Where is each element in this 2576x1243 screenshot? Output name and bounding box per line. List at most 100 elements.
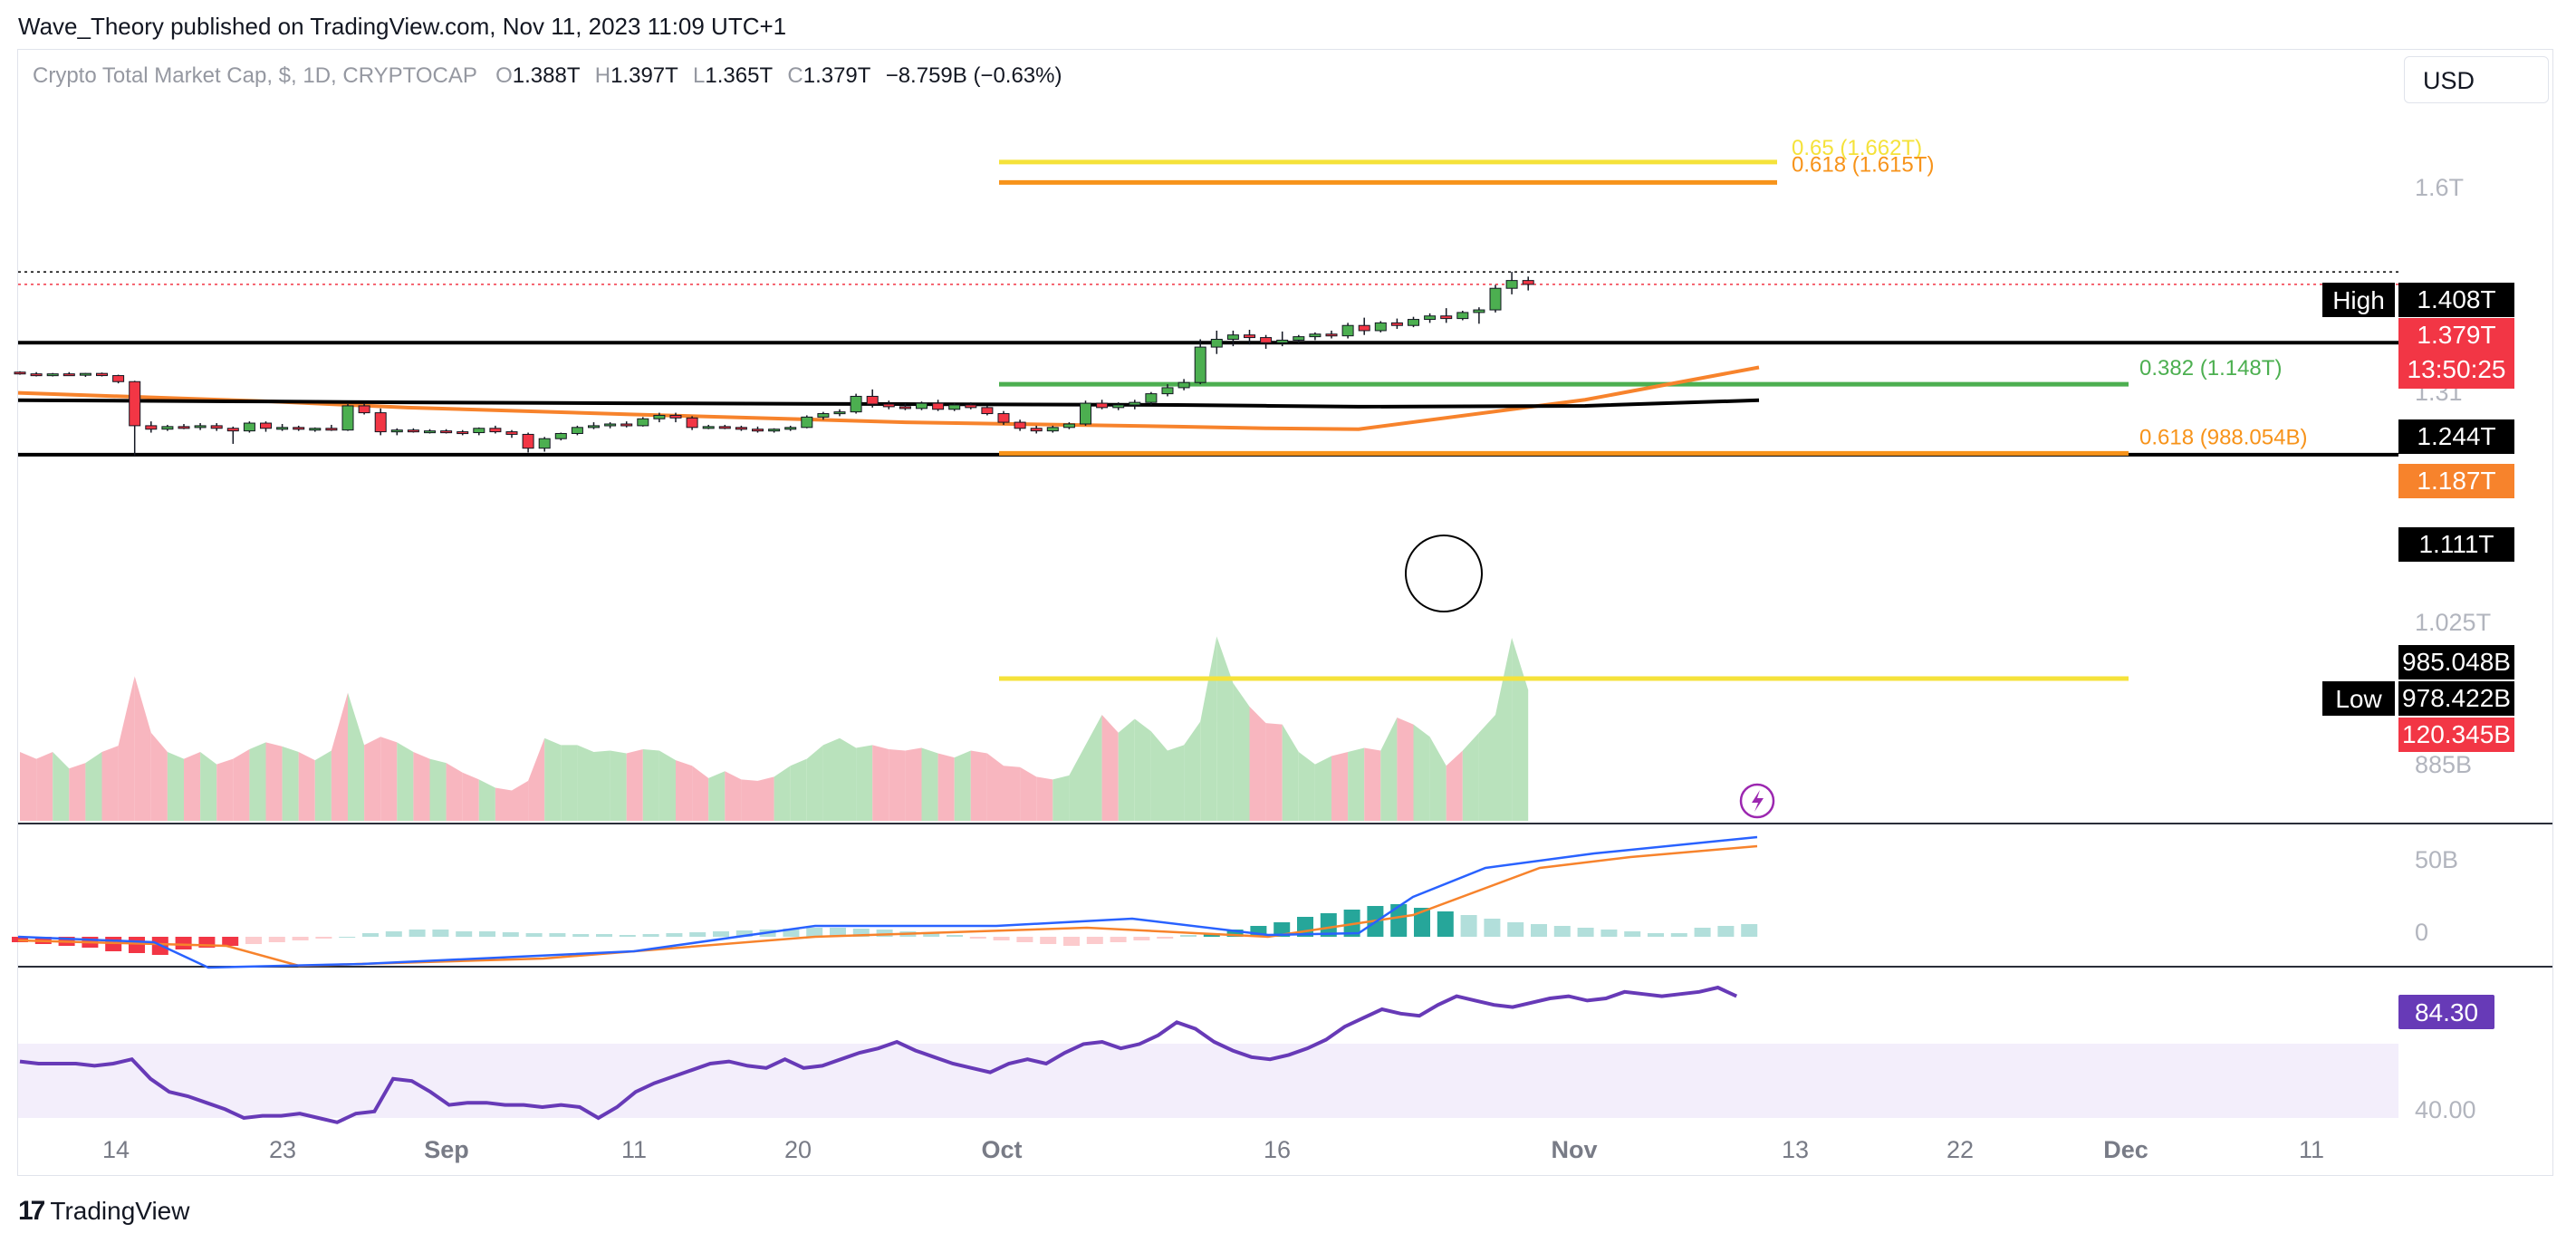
candle-body[interactable]: [374, 412, 387, 433]
candle-body[interactable]: [1358, 324, 1370, 332]
candle-body[interactable]: [1129, 401, 1141, 406]
candle-body[interactable]: [1030, 428, 1043, 432]
candle-body[interactable]: [784, 427, 797, 430]
candle-body[interactable]: [1046, 427, 1059, 432]
candle-body[interactable]: [79, 372, 91, 376]
candle-body[interactable]: [538, 438, 551, 449]
candle-body[interactable]: [882, 403, 895, 408]
candle-body[interactable]: [1309, 333, 1322, 338]
candle-body[interactable]: [489, 428, 502, 433]
candle-body[interactable]: [145, 425, 158, 430]
candle-body[interactable]: [1161, 387, 1174, 395]
candle-body[interactable]: [997, 413, 1010, 423]
candle-body[interactable]: [948, 404, 961, 410]
candle-body[interactable]: [554, 432, 567, 439]
candle-body[interactable]: [718, 426, 731, 429]
candle-body[interactable]: [1014, 421, 1026, 429]
candle-body[interactable]: [424, 430, 436, 434]
candle-body[interactable]: [440, 430, 453, 434]
candle-body[interactable]: [1325, 333, 1338, 337]
candle-body[interactable]: [1390, 322, 1403, 326]
candle-body[interactable]: [702, 426, 715, 429]
candle-body[interactable]: [588, 425, 600, 429]
candle-body[interactable]: [1177, 381, 1190, 389]
candle-body[interactable]: [620, 423, 633, 427]
candle-body[interactable]: [899, 406, 911, 410]
candle-body[interactable]: [686, 417, 698, 429]
candle-body[interactable]: [1341, 324, 1354, 337]
candle-body[interactable]: [522, 433, 534, 449]
candle-body[interactable]: [1080, 402, 1091, 425]
candle-body[interactable]: [325, 428, 338, 431]
tradingview-logo[interactable]: 17 TradingView: [18, 1196, 189, 1227]
volume-area-segment: [1036, 776, 1053, 821]
candle-body[interactable]: [669, 414, 682, 419]
candle-body[interactable]: [735, 427, 747, 430]
candle-body[interactable]: [768, 429, 781, 432]
candle-body[interactable]: [46, 373, 59, 377]
candle-body[interactable]: [1522, 280, 1534, 285]
candle-body[interactable]: [1473, 309, 1485, 313]
candle-body[interactable]: [1244, 334, 1255, 339]
candle-body[interactable]: [801, 416, 813, 429]
candle-body[interactable]: [358, 405, 370, 414]
circle-annotation[interactable]: [1405, 535, 1483, 612]
candle-body[interactable]: [210, 425, 223, 429]
candle-body[interactable]: [571, 427, 583, 434]
candle-body[interactable]: [30, 373, 43, 377]
candle-body[interactable]: [866, 395, 879, 405]
candle-body[interactable]: [653, 414, 666, 419]
candle-body[interactable]: [1456, 312, 1469, 320]
candle-body[interactable]: [457, 431, 469, 435]
candle-body[interactable]: [1424, 315, 1437, 321]
candle-body[interactable]: [1096, 402, 1109, 409]
candle-body[interactable]: [833, 411, 846, 415]
candle-body[interactable]: [112, 375, 125, 382]
candle-body[interactable]: [752, 429, 764, 432]
candle-body[interactable]: [1293, 336, 1305, 341]
candle-body[interactable]: [1489, 287, 1502, 311]
candle-body[interactable]: [1210, 338, 1223, 348]
candle-body[interactable]: [932, 402, 945, 410]
candle-body[interactable]: [1440, 315, 1453, 320]
candle-body[interactable]: [161, 426, 174, 430]
candle-body[interactable]: [309, 428, 322, 431]
candle-body[interactable]: [637, 418, 649, 427]
candle-body[interactable]: [293, 427, 305, 430]
candle-body[interactable]: [1408, 319, 1419, 326]
candle-body[interactable]: [1145, 393, 1158, 403]
candle-body[interactable]: [916, 402, 928, 410]
candle-body[interactable]: [1374, 322, 1387, 332]
volume-area-segment: [150, 732, 168, 821]
candle-body[interactable]: [1276, 339, 1289, 343]
candle-body[interactable]: [243, 422, 255, 432]
candle-body[interactable]: [341, 405, 354, 431]
candle-body[interactable]: [226, 428, 239, 432]
candle-body[interactable]: [178, 426, 190, 429]
candle-body[interactable]: [505, 431, 518, 435]
candle-body[interactable]: [129, 381, 141, 427]
candle-body[interactable]: [850, 395, 862, 413]
candle-body[interactable]: [96, 372, 108, 377]
candle-body[interactable]: [604, 423, 617, 427]
candle-body[interactable]: [390, 429, 403, 433]
candle-body[interactable]: [276, 427, 289, 430]
candle-body[interactable]: [407, 429, 419, 433]
candle-body[interactable]: [62, 373, 75, 377]
candle-body[interactable]: [965, 404, 977, 409]
volume-area-segment: [872, 745, 889, 821]
candle-body[interactable]: [1112, 404, 1125, 409]
currency-button[interactable]: USD: [2404, 56, 2549, 103]
candle-body[interactable]: [194, 425, 207, 429]
candle-body[interactable]: [1194, 346, 1206, 383]
candle-body[interactable]: [1226, 334, 1239, 340]
candle-body[interactable]: [1505, 280, 1518, 289]
candle-body[interactable]: [1260, 337, 1273, 343]
candle-body[interactable]: [817, 413, 830, 418]
candle-body[interactable]: [473, 428, 485, 434]
candle-body[interactable]: [260, 422, 272, 429]
candle-body[interactable]: [981, 407, 994, 415]
candle-body[interactable]: [14, 371, 26, 375]
candle-body[interactable]: [1062, 423, 1075, 429]
